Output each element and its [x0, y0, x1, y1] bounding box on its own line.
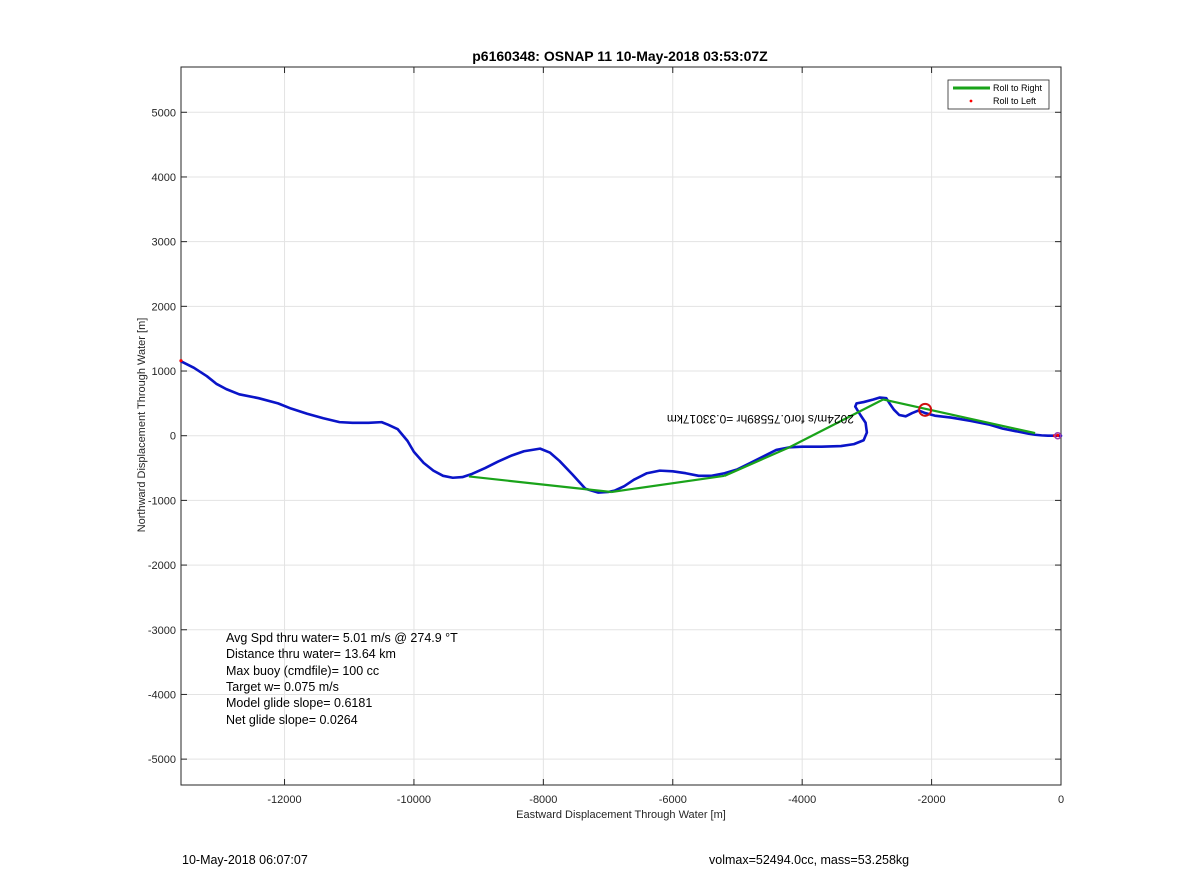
surfacing-marker — [918, 402, 933, 417]
roll-left-point — [179, 359, 183, 363]
chart-title: p6160348: OSNAP 11 10-May-2018 03:53:07Z — [472, 48, 768, 64]
y-tick-label: 5000 — [152, 107, 176, 119]
legend-roll-left-label: Roll to Left — [993, 96, 1037, 106]
grid — [181, 67, 1062, 785]
track-annotation: 2024m/s for0.75589hr =0.33017km — [667, 412, 854, 426]
axes-box — [180, 66, 1062, 786]
roll-right-segment — [611, 474, 725, 494]
roll-right-segment — [724, 446, 790, 477]
stat-model-glide-slope: Model glide slope= 0.6181 — [226, 696, 372, 710]
y-tick-label: -2000 — [148, 560, 176, 572]
y-tick-label: -3000 — [148, 625, 176, 637]
footer-timestamp: 10-May-2018 06:07:07 — [182, 853, 308, 867]
stat-net-glide-slope: Net glide slope= 0.0264 — [226, 713, 358, 727]
x-tick-labels: -12000 -10000 -8000 -6000 -4000 -2000 0 — [267, 794, 1064, 806]
roll-right-segment — [788, 398, 884, 449]
legend-box — [947, 79, 1050, 110]
plot-area: 2024m/s for0.75589hr =0.33017km — [179, 359, 1063, 494]
legend-roll-left-marker — [969, 99, 973, 103]
legend: Roll to Right Roll to Left — [947, 79, 1050, 110]
x-axis-label: Eastward Displacement Through Water [m] — [516, 809, 726, 821]
y-tick-label: -1000 — [148, 495, 176, 507]
x-tick-label: -10000 — [397, 794, 431, 806]
stat-avg-speed: Avg Spd thru water= 5.01 m/s @ 274.9 °T — [226, 631, 458, 645]
y-tick-label: 0 — [170, 431, 176, 443]
stat-distance: Distance thru water= 13.64 km — [226, 647, 396, 661]
roll-left-point — [1056, 433, 1060, 437]
stat-max-buoy: Max buoy (cmdfile)= 100 cc — [226, 664, 379, 678]
y-tick-label: 1000 — [152, 366, 176, 378]
y-axis-label: Northward Displacement Through Water [m] — [136, 318, 148, 533]
y-tick-label: -4000 — [148, 689, 176, 701]
stats-panel: Avg Spd thru water= 5.01 m/s @ 274.9 °T … — [226, 631, 458, 727]
series-layer — [179, 360, 1063, 494]
roll-right-segment — [468, 475, 612, 494]
x-tick-label: -12000 — [267, 794, 301, 806]
x-tick-label: -2000 — [918, 794, 946, 806]
marker-layer — [179, 359, 1062, 440]
x-tick-label: -4000 — [788, 794, 816, 806]
y-tick-label: 3000 — [152, 237, 176, 249]
footer-volmax-mass: volmax=52494.0cc, mass=53.258kg — [709, 853, 909, 867]
end-marker — [1054, 431, 1062, 440]
y-tick-label: 4000 — [152, 172, 176, 184]
legend-roll-right-label: Roll to Right — [993, 83, 1043, 93]
y-tick-labels: 5000 4000 3000 2000 1000 0 -1000 -2000 -3000 -400… — [148, 107, 176, 766]
x-tick-label: -6000 — [659, 794, 687, 806]
x-tick-label: 0 — [1058, 794, 1064, 806]
y-tick-label: -5000 — [148, 754, 176, 766]
stat-target-w: Target w= 0.075 m/s — [226, 680, 339, 694]
x-tick-label: -8000 — [529, 794, 557, 806]
glider-track-line — [179, 360, 1063, 494]
y-tick-label: 2000 — [152, 301, 176, 313]
roll-right-segment — [882, 398, 1036, 435]
